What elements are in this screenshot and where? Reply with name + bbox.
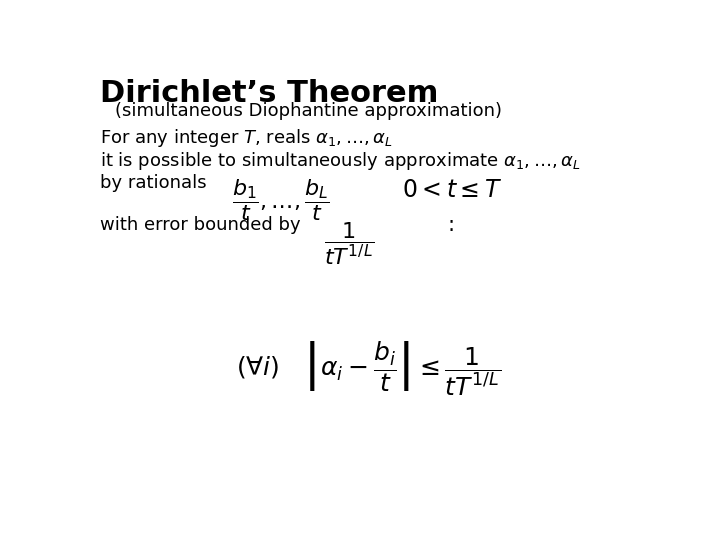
Text: :: : <box>447 215 454 235</box>
Text: (simultaneous Diophantine approximation): (simultaneous Diophantine approximation) <box>115 102 502 120</box>
Text: with error bounded by: with error bounded by <box>100 216 301 234</box>
Text: $\dfrac{b_1}{t},\ldots,\dfrac{b_L}{t}$: $\dfrac{b_1}{t},\ldots,\dfrac{b_L}{t}$ <box>233 177 330 222</box>
Text: $\left(\forall i\right) \quad \left|\alpha_i - \dfrac{b_i}{t}\right| \leq \dfrac: $\left(\forall i\right) \quad \left|\alp… <box>236 339 502 397</box>
Text: $\dfrac{1}{tT^{1/L}}$: $\dfrac{1}{tT^{1/L}}$ <box>324 221 374 267</box>
Text: by rationals: by rationals <box>100 174 207 192</box>
Text: it is possible to simultaneously approximate $\alpha_1,\ldots,\alpha_L$: it is possible to simultaneously approxi… <box>100 150 580 172</box>
Text: Dirichlet’s Theorem: Dirichlet’s Theorem <box>100 79 438 109</box>
Text: For any integer $T$, reals $\alpha_1,\ldots,\alpha_L$: For any integer $T$, reals $\alpha_1,\ld… <box>100 127 392 149</box>
Text: $0 < t \leq T$: $0 < t \leq T$ <box>402 178 503 202</box>
